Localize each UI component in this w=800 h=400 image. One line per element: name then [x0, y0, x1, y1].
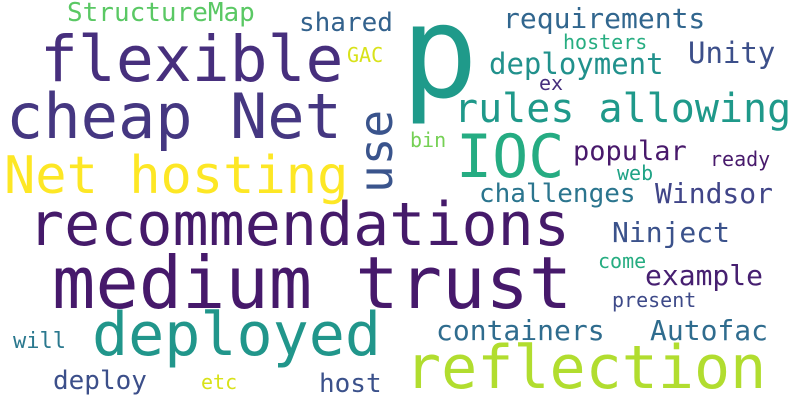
word-host: host: [319, 369, 382, 399]
word-autofac: Autofac: [650, 314, 769, 347]
word-unity: Unity: [688, 36, 776, 70]
word-deployment: deployment: [489, 47, 664, 81]
word-come: come: [598, 249, 647, 273]
word-flexible: flexible: [40, 23, 344, 96]
word-p: p: [401, 0, 479, 128]
word-medium-trust: medium trust: [52, 241, 573, 325]
word-bin: bin: [410, 128, 447, 152]
word-web: web: [617, 161, 654, 185]
word-windsor: Windsor: [655, 177, 774, 210]
word-ready: ready: [710, 147, 771, 171]
word-deploy: deploy: [53, 366, 147, 396]
word-containers: containers: [436, 314, 605, 347]
word-hosters: hosters: [563, 30, 648, 54]
word-ninject: Ninject: [612, 216, 731, 249]
word-gac: GAC: [347, 43, 384, 67]
word-popular: popular: [573, 136, 687, 167]
word-recommendations: recommendations: [28, 190, 570, 260]
word-structuremap: StructureMap: [67, 0, 255, 28]
word-etc: etc: [201, 370, 238, 394]
word-deployed: deployed: [92, 300, 381, 370]
word-ioc: IOC: [456, 122, 565, 192]
word-challenges: challenges: [479, 179, 636, 209]
word-use: use: [349, 109, 403, 193]
word-cheap-net: cheap Net: [6, 80, 342, 153]
word-rules-allowing: rules allowing: [454, 86, 792, 132]
word-requirements: requirements: [503, 2, 706, 35]
word-example: example: [645, 259, 764, 292]
word-net-hosting: Net hosting: [4, 146, 349, 206]
word-ex: ex: [539, 71, 564, 95]
word-reflection: reflection: [405, 333, 767, 400]
word-will: will: [13, 329, 66, 354]
word-shared: shared: [299, 8, 393, 38]
word-present: present: [612, 288, 697, 312]
